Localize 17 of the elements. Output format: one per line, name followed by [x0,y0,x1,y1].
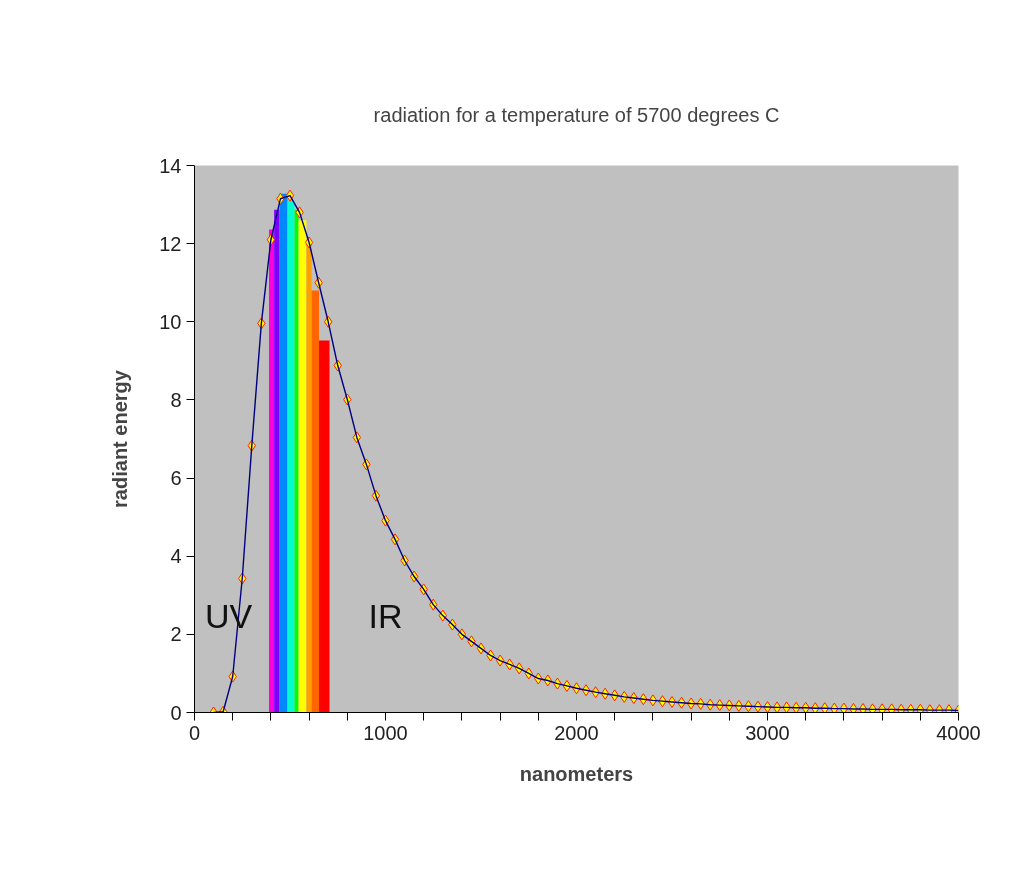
y-tick-label: 0 [170,701,182,724]
x-tick-label: 2000 [554,721,599,744]
chart-title: radiation for a temperature of 5700 degrees C [373,103,780,126]
y-tick-label: 6 [170,467,182,490]
y-tick-label: 2 [170,623,182,646]
y-tick-label: 14 [159,154,182,177]
x-tick-label: 1000 [363,721,408,744]
y-axis-title: radiant energy [109,369,132,508]
x-tick-label: 3000 [745,721,790,744]
x-tick-label: 4000 [936,721,981,744]
x-axis-title: nanometers [519,762,634,785]
y-tick-label: 12 [159,232,182,255]
y-tick-label: 4 [170,545,182,568]
annotation: IR [368,596,403,635]
x-tick-label: 0 [188,721,201,744]
y-tick-label: 8 [170,388,182,411]
y-tick-label: 10 [159,310,182,333]
